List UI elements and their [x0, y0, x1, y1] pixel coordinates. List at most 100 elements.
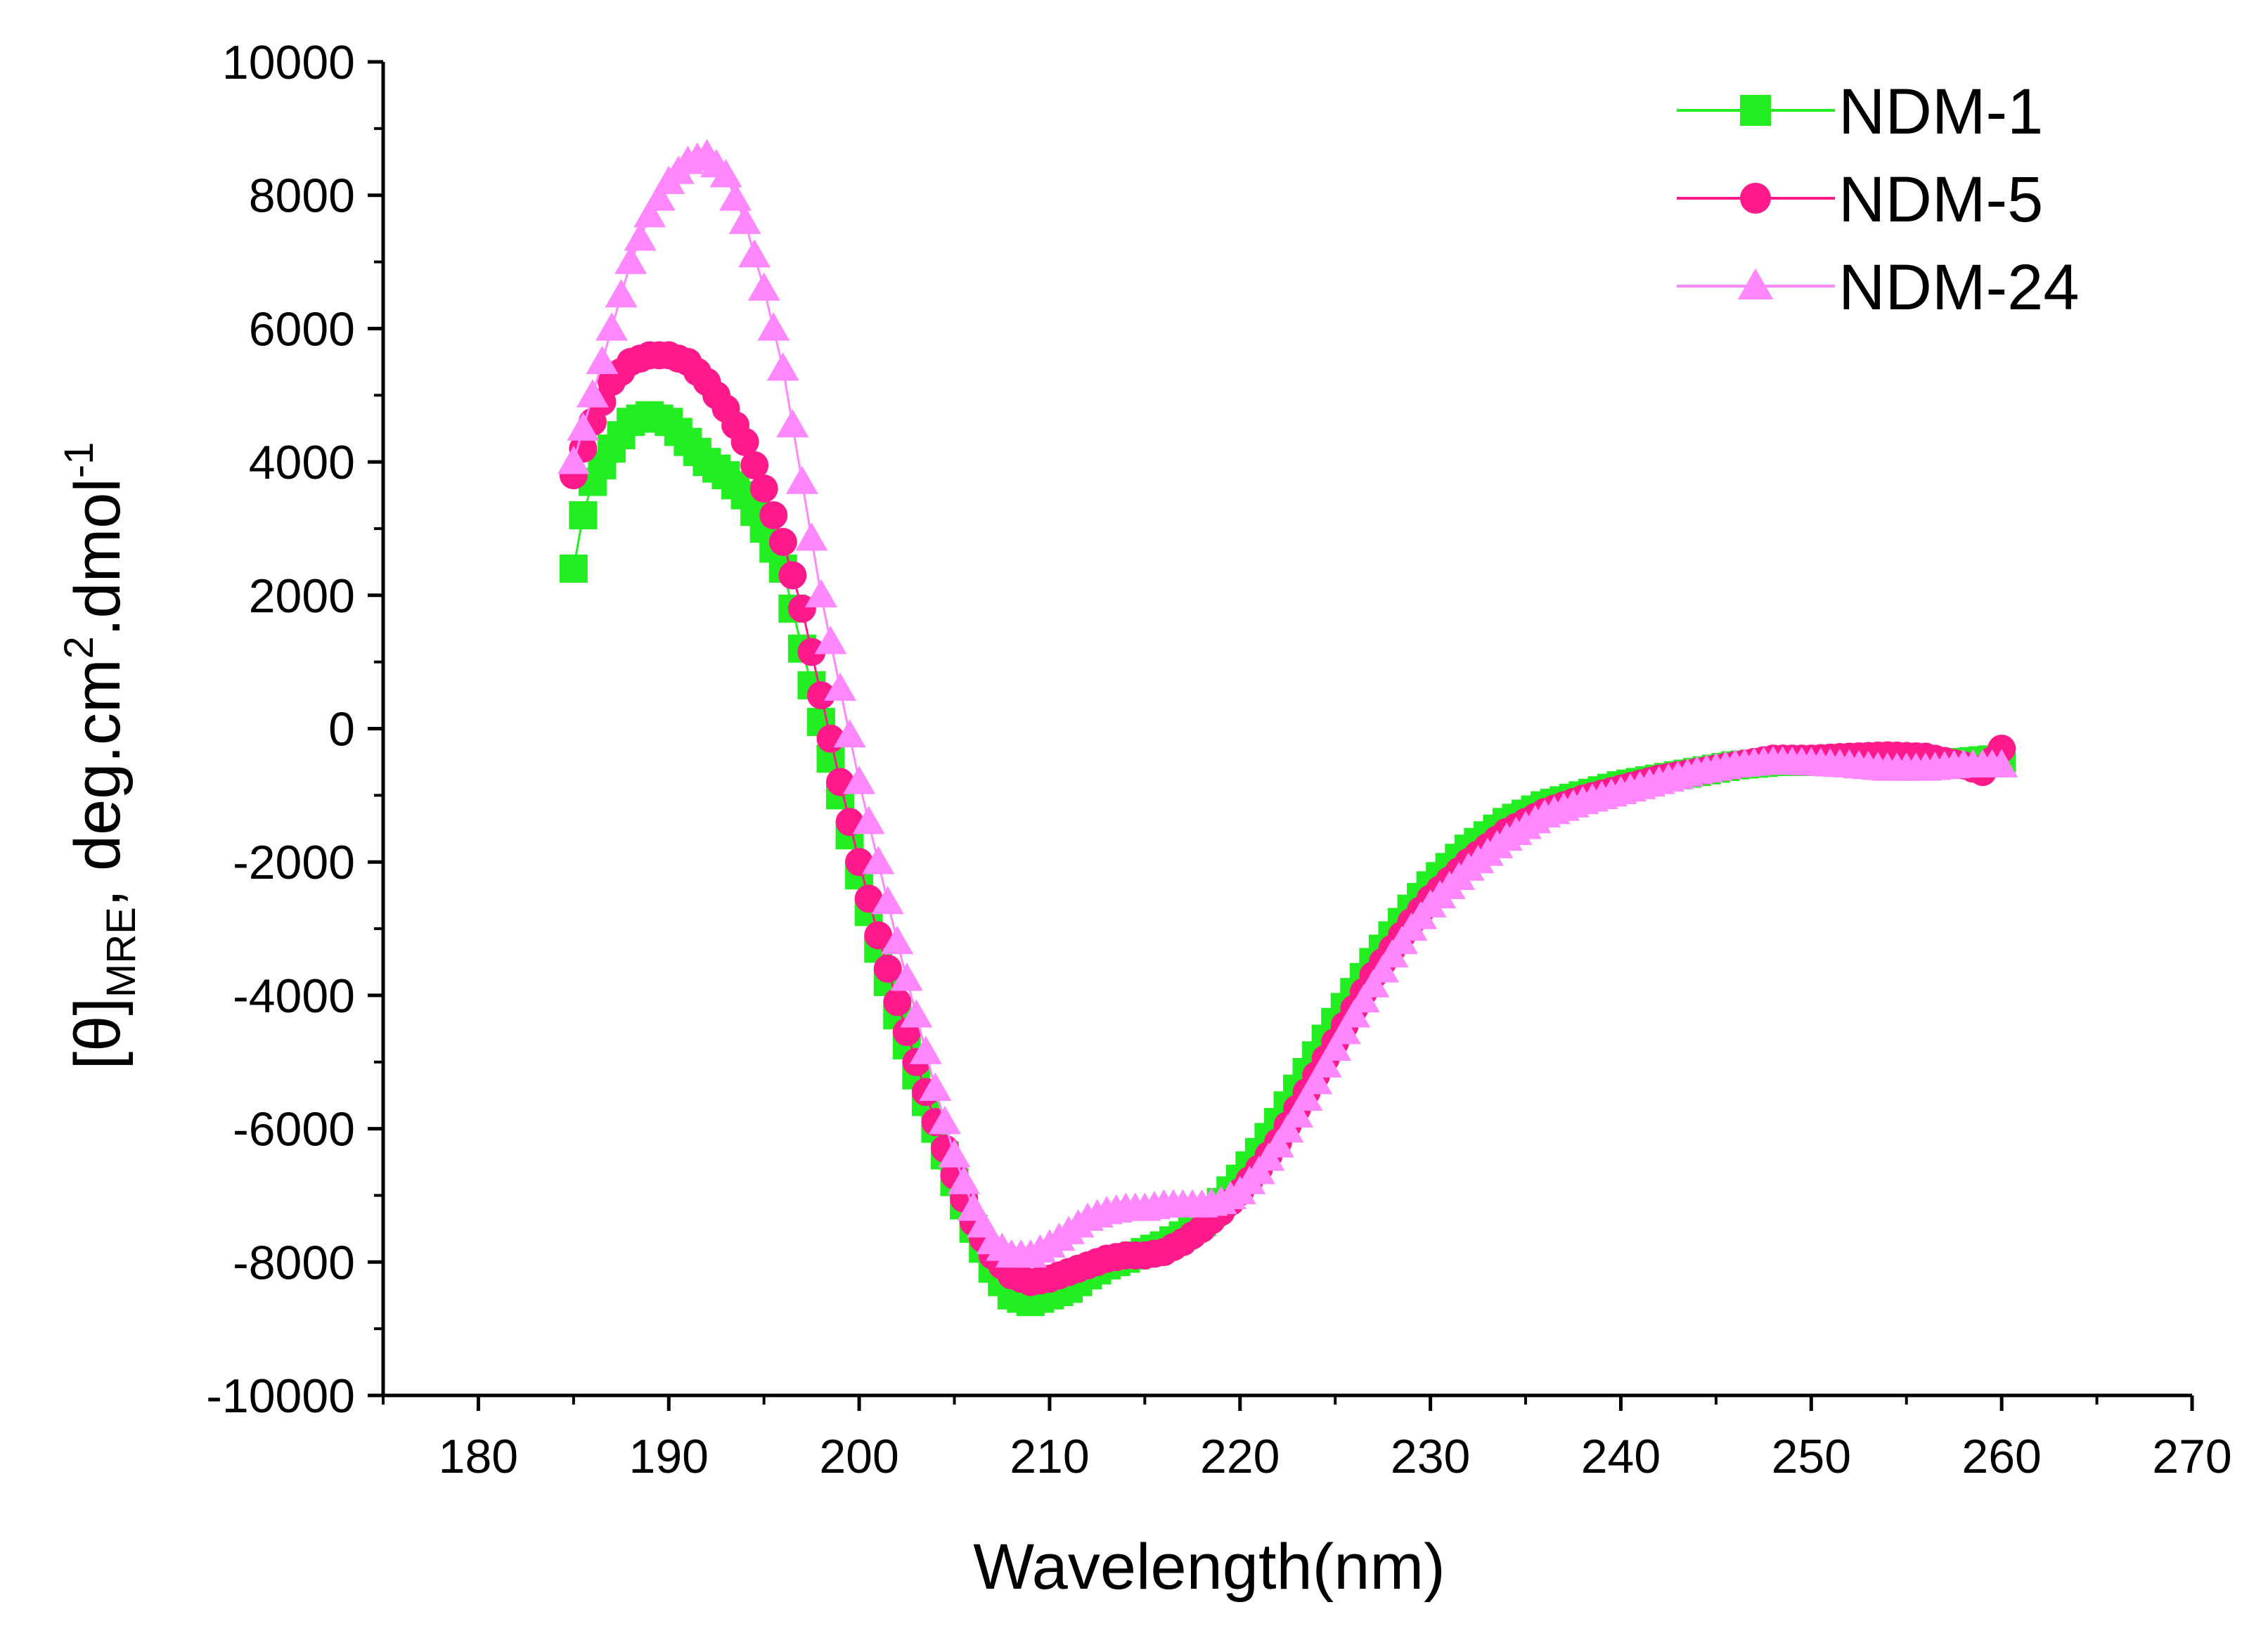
data-point-NDM-24	[824, 672, 857, 701]
data-point-NDM-24	[948, 1166, 981, 1194]
data-point-NDM-5	[806, 681, 835, 710]
data-point-NDM-5	[797, 638, 826, 666]
legend: NDM-1 NDM-5 NDM-24	[1677, 76, 2079, 323]
y-tick-label-0: 0	[328, 703, 355, 756]
data-point-NDM-24	[900, 999, 933, 1028]
y-tick-label-6000: 6000	[249, 302, 355, 356]
data-point-NDM-24	[843, 766, 876, 794]
data-point-NDM-24	[1300, 1066, 1333, 1095]
data-point-NDM-24	[919, 1072, 952, 1101]
data-point-NDM-24	[719, 182, 752, 211]
y-tick-label--8000: -8000	[233, 1236, 355, 1289]
data-point-NDM-24	[862, 846, 895, 875]
legend-marker-NDM-24	[1737, 268, 1774, 299]
data-point-NDM-5	[778, 561, 807, 590]
data-point-NDM-5	[864, 921, 893, 950]
x-tick-label-180: 180	[439, 1430, 518, 1483]
y-tick-label-4000: 4000	[249, 436, 355, 489]
y-axis-title-sup2: -1	[56, 442, 102, 479]
data-point-NDM-24	[747, 272, 780, 301]
data-point-NDM-24	[1290, 1082, 1323, 1111]
data-point-NDM-24	[1347, 984, 1380, 1013]
legend-label-NDM-5: NDM-5	[1838, 164, 2043, 235]
data-point-NDM-24	[852, 806, 885, 834]
legend-marker-NDM-1	[1740, 95, 1771, 126]
data-point-NDM-24	[890, 962, 923, 991]
y-tick-label--10000: -10000	[206, 1369, 355, 1423]
data-point-NDM-5	[854, 884, 883, 913]
y-axis-title: [θ]MRE, deg.cm2.dmol-1	[56, 442, 144, 1070]
data-point-NDM-24	[1281, 1099, 1314, 1128]
x-tick-label-240: 240	[1581, 1430, 1661, 1483]
data-point-NDM-24	[871, 886, 904, 915]
y-axis-title-mid2: .dmol	[62, 478, 134, 636]
data-point-NDM-24	[757, 312, 790, 341]
data-point-NDM-24	[633, 199, 666, 228]
data-point-NDM-24	[909, 1035, 942, 1064]
data-point-NDM-24	[557, 446, 590, 475]
data-point-NDM-24	[1271, 1114, 1304, 1143]
x-tick-label-230: 230	[1391, 1430, 1470, 1483]
series-layer	[557, 138, 2018, 1317]
data-point-NDM-24	[614, 245, 647, 274]
x-tick-label-190: 190	[629, 1430, 709, 1483]
y-tick-label--6000: -6000	[233, 1103, 355, 1156]
y-axis-title-sup1: 2	[56, 636, 102, 659]
y-tick-label-10000: 10000	[222, 36, 355, 89]
legend-item-NDM-5: NDM-5	[1677, 164, 2043, 235]
y-tick-label--2000: -2000	[233, 836, 355, 889]
data-point-NDM-24	[709, 159, 742, 188]
y-axis-title-sub: MRE	[98, 907, 144, 998]
data-point-NDM-24	[1319, 1032, 1352, 1062]
data-point-NDM-24	[576, 379, 609, 408]
data-point-NDM-24	[928, 1106, 961, 1135]
data-point-NDM-5	[740, 451, 769, 479]
data-point-NDM-24	[776, 408, 809, 438]
legend-label-NDM-24: NDM-24	[1838, 252, 2079, 323]
data-point-NDM-5	[759, 501, 788, 529]
data-point-NDM-5	[873, 954, 902, 983]
data-point-NDM-24	[1366, 954, 1399, 983]
legend-marker-NDM-5	[1740, 183, 1771, 214]
data-point-NDM-24	[643, 182, 676, 211]
legend-label-NDM-1: NDM-1	[1838, 76, 2043, 148]
data-point-NDM-24	[1357, 969, 1390, 998]
data-point-NDM-1	[559, 554, 588, 583]
data-point-NDM-24	[567, 412, 600, 441]
x-tick-label-250: 250	[1772, 1430, 1851, 1483]
x-tick-label-260: 260	[1961, 1430, 2041, 1483]
data-point-NDM-24	[795, 522, 828, 551]
x-tick-label-200: 200	[819, 1430, 898, 1483]
data-point-NDM-5	[768, 527, 797, 556]
data-point-NDM-24	[833, 718, 866, 748]
y-tick-label-8000: 8000	[249, 169, 355, 223]
x-tick-label-270: 270	[2152, 1430, 2231, 1483]
y-tick-label-2000: 2000	[249, 569, 355, 623]
data-point-NDM-5	[883, 988, 912, 1017]
data-point-NDM-24	[605, 278, 638, 308]
data-point-NDM-24	[586, 345, 619, 375]
data-point-NDM-24	[814, 626, 847, 654]
data-point-NDM-5	[730, 427, 759, 456]
data-point-NDM-24	[595, 312, 629, 341]
axes: 180 190 200 210 220 230 240 250 260 270 -10000 -800…	[206, 36, 2231, 1483]
data-point-NDM-24	[785, 465, 818, 494]
data-point-NDM-24	[804, 579, 837, 608]
data-point-NDM-24	[624, 222, 657, 251]
data-point-NDM-24	[881, 926, 914, 955]
data-point-NDM-24	[1261, 1129, 1294, 1158]
y-axis-title-open: [θ]	[62, 998, 134, 1069]
data-point-NDM-24	[1338, 999, 1371, 1028]
data-point-NDM-24	[766, 352, 799, 381]
y-axis-title-mid1: , deg.cm	[62, 659, 134, 907]
x-tick-label-210: 210	[1010, 1430, 1089, 1483]
x-axis-title: Wavelength(nm)	[973, 1531, 1445, 1603]
data-point-NDM-24	[1985, 749, 2018, 777]
data-point-NDM-5	[749, 475, 778, 503]
data-point-NDM-24	[728, 205, 761, 234]
x-tick-label-220: 220	[1200, 1430, 1280, 1483]
data-point-NDM-1	[569, 501, 598, 529]
y-tick-label--4000: -4000	[233, 969, 355, 1023]
